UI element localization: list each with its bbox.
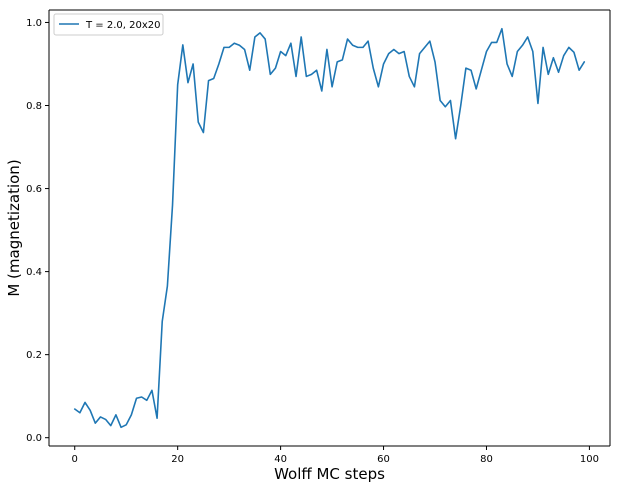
x-tick-label: 80 [480,454,493,465]
x-axis-label: Wolff MC steps [274,465,385,483]
x-tick-label: 60 [377,454,390,465]
y-tick-label: 0.6 [26,184,42,195]
y-tick-label: 0.8 [26,101,42,112]
y-tick-label: 0.0 [26,433,42,444]
y-axis-label: M (magnetization) [5,159,23,296]
plot-area [48,9,611,447]
y-axis-ticks: 0.0 0.2 0.4 0.6 0.8 1.0 [26,18,49,444]
legend-box [53,13,164,36]
x-tick-label: 100 [580,454,599,465]
x-tick-label: 20 [171,454,184,465]
y-tick-label: 0.4 [26,267,42,278]
legend: T = 2.0, 20x20 [53,13,164,36]
y-tick-label: 1.0 [26,18,42,29]
x-tick-label: 40 [274,454,287,465]
x-axis-ticks: 0 20 40 60 80 100 [72,446,599,465]
y-tick-label: 0.2 [26,350,42,361]
series-line [73,27,586,429]
x-tick-label: 0 [72,454,78,465]
series-group [73,27,586,429]
legend-series-label: T = 2.0, 20x20 [85,20,160,31]
